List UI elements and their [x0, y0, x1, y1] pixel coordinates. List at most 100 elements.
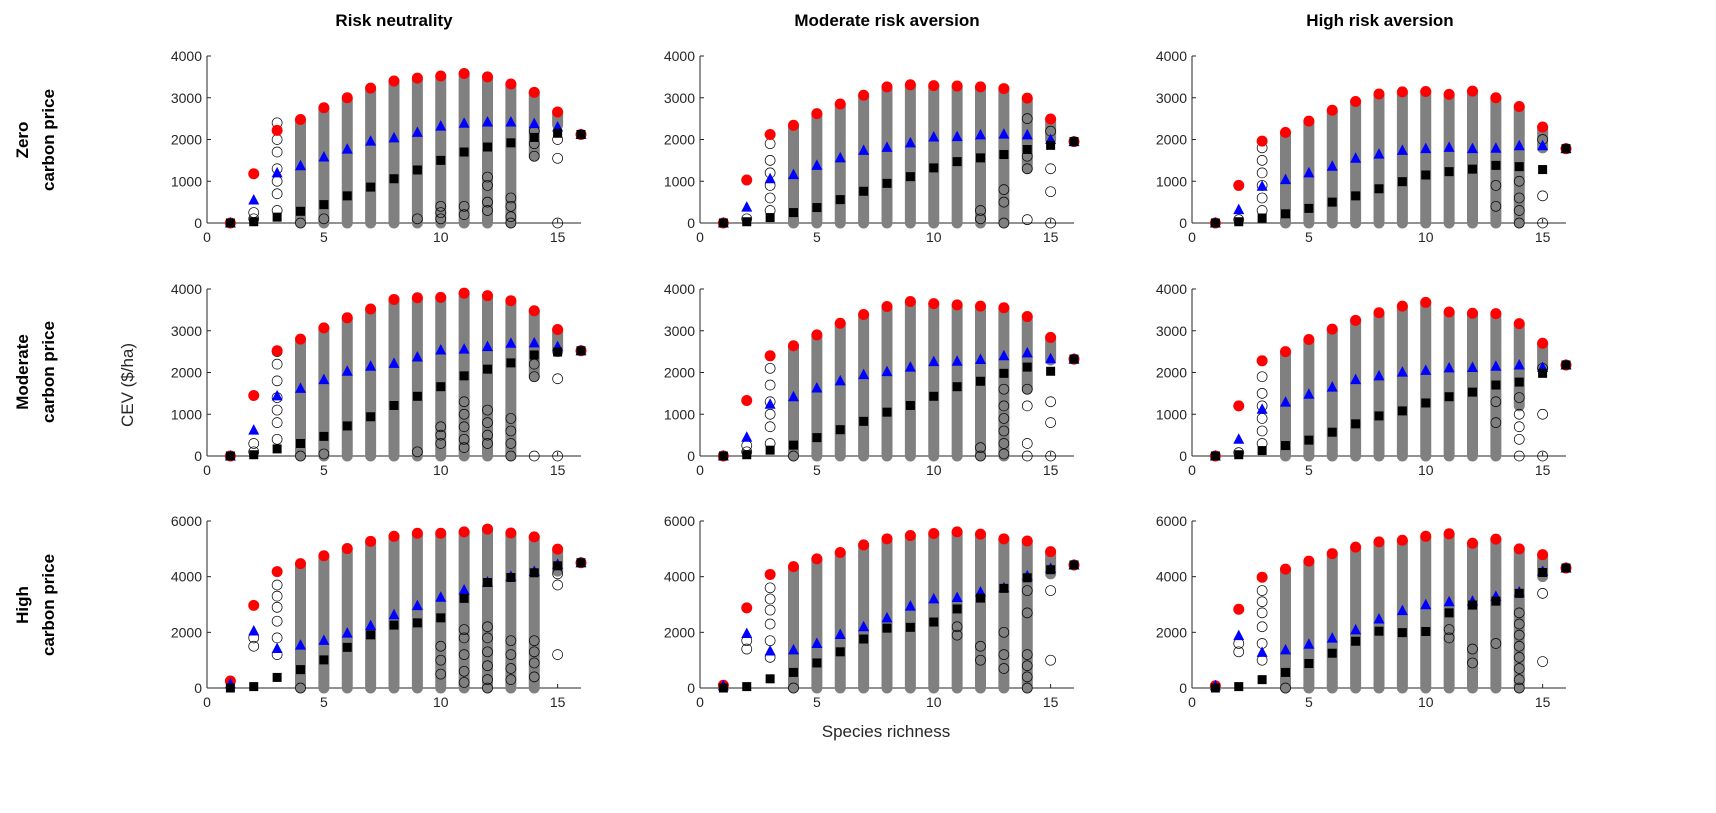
max-point: [248, 168, 260, 180]
outlier-point: [998, 383, 1010, 395]
outlier-point: [1045, 450, 1056, 462]
median-point: [1281, 209, 1290, 219]
outlier-point: [1045, 217, 1056, 229]
outlier-point: [271, 615, 283, 627]
x-tick-label: 15: [550, 694, 566, 710]
median-point: [1374, 411, 1384, 421]
max-point: [411, 72, 423, 84]
mean-point: [1396, 144, 1408, 155]
max-point: [1373, 307, 1385, 319]
max-point: [834, 317, 846, 329]
median-point: [1397, 177, 1407, 187]
median-point: [319, 200, 329, 210]
outlier-point: [435, 213, 447, 225]
x-tick-label: 0: [1188, 462, 1196, 478]
max-point: [1350, 541, 1362, 553]
median-point: [249, 682, 259, 692]
max-point: [552, 106, 564, 118]
max-point: [1373, 88, 1385, 100]
mean-point: [295, 639, 306, 650]
mean-point: [505, 115, 517, 127]
mean-point: [881, 365, 893, 377]
outlier-point: [271, 404, 283, 416]
y-tick-label: 2000: [1156, 132, 1187, 148]
median-point: [976, 593, 985, 603]
mean-point: [528, 336, 540, 348]
median-point: [506, 138, 516, 148]
median-point: [366, 182, 376, 192]
mean-point: [951, 591, 963, 603]
y-tick-label: 1000: [1156, 173, 1187, 189]
max-point: [881, 533, 893, 545]
outlier-point: [1256, 607, 1268, 619]
mean-point: [341, 143, 353, 154]
outlier-point: [1021, 660, 1033, 672]
median-point: [1257, 675, 1267, 685]
median-point: [225, 683, 235, 693]
mean-point: [318, 634, 330, 645]
median-point: [1022, 573, 1032, 583]
max-point: [318, 550, 330, 562]
mean-point: [1467, 142, 1478, 154]
max-point: [1513, 318, 1525, 330]
x-tick-label: 5: [1305, 462, 1313, 478]
max-point: [435, 70, 447, 82]
median-point: [1491, 596, 1501, 606]
mean-point: [1280, 643, 1291, 655]
outlier-point: [435, 668, 447, 680]
median-point: [342, 421, 352, 431]
max-point: [1021, 311, 1033, 323]
mean-point: [1443, 361, 1455, 373]
outlier-point: [505, 413, 517, 424]
outlier-point: [271, 433, 283, 445]
max-point: [552, 543, 564, 555]
x-tick-label: 10: [926, 229, 942, 245]
outlier-point: [435, 654, 447, 666]
y-tick-label: 0: [1179, 448, 1187, 464]
outlier-point: [458, 677, 470, 688]
median-point: [576, 129, 586, 139]
median-point: [553, 128, 563, 138]
median-point: [1046, 140, 1056, 150]
median-point: [1281, 441, 1290, 451]
max-point: [1490, 533, 1502, 545]
row-title-high-carbon-price: High carbon price: [13, 554, 58, 656]
outlier-point: [975, 654, 986, 666]
outlier-point: [271, 375, 283, 387]
max-point: [1233, 603, 1245, 615]
outlier-point: [1280, 682, 1291, 694]
mean-point: [1326, 632, 1338, 643]
outlier-point: [552, 152, 563, 164]
row-title-zero-carbon-price: Zero carbon price: [13, 89, 58, 191]
mean-point: [365, 619, 377, 631]
y-tick-label: 3000: [1156, 323, 1187, 339]
mean-point: [1233, 203, 1245, 215]
mean-point: [1256, 180, 1268, 191]
median-point: [272, 212, 282, 222]
outlier-point: [271, 601, 283, 613]
mean-point: [858, 144, 870, 155]
x-tick-label: 5: [813, 229, 821, 245]
max-point: [811, 108, 823, 120]
mean-point: [1233, 433, 1245, 444]
median-point: [1210, 683, 1220, 693]
max-point: [482, 290, 493, 302]
outlier-point: [788, 450, 799, 462]
median-point: [436, 613, 446, 623]
median-point: [1257, 446, 1267, 456]
max-point: [1537, 121, 1549, 133]
median-point: [412, 618, 422, 628]
outlier-point: [1537, 588, 1548, 599]
outlier-point: [458, 433, 470, 445]
y-tick-label: 4000: [171, 281, 202, 297]
y-tick-label: 0: [194, 448, 202, 464]
median-point: [1444, 167, 1454, 177]
mean-point: [248, 624, 260, 636]
mean-point: [482, 340, 493, 352]
median-point: [1234, 217, 1244, 227]
y-tick-label: 1000: [171, 406, 202, 422]
outlier-point: [1021, 649, 1033, 660]
mean-point: [1233, 629, 1245, 641]
mean-point: [1326, 381, 1338, 392]
median-point: [389, 174, 399, 184]
